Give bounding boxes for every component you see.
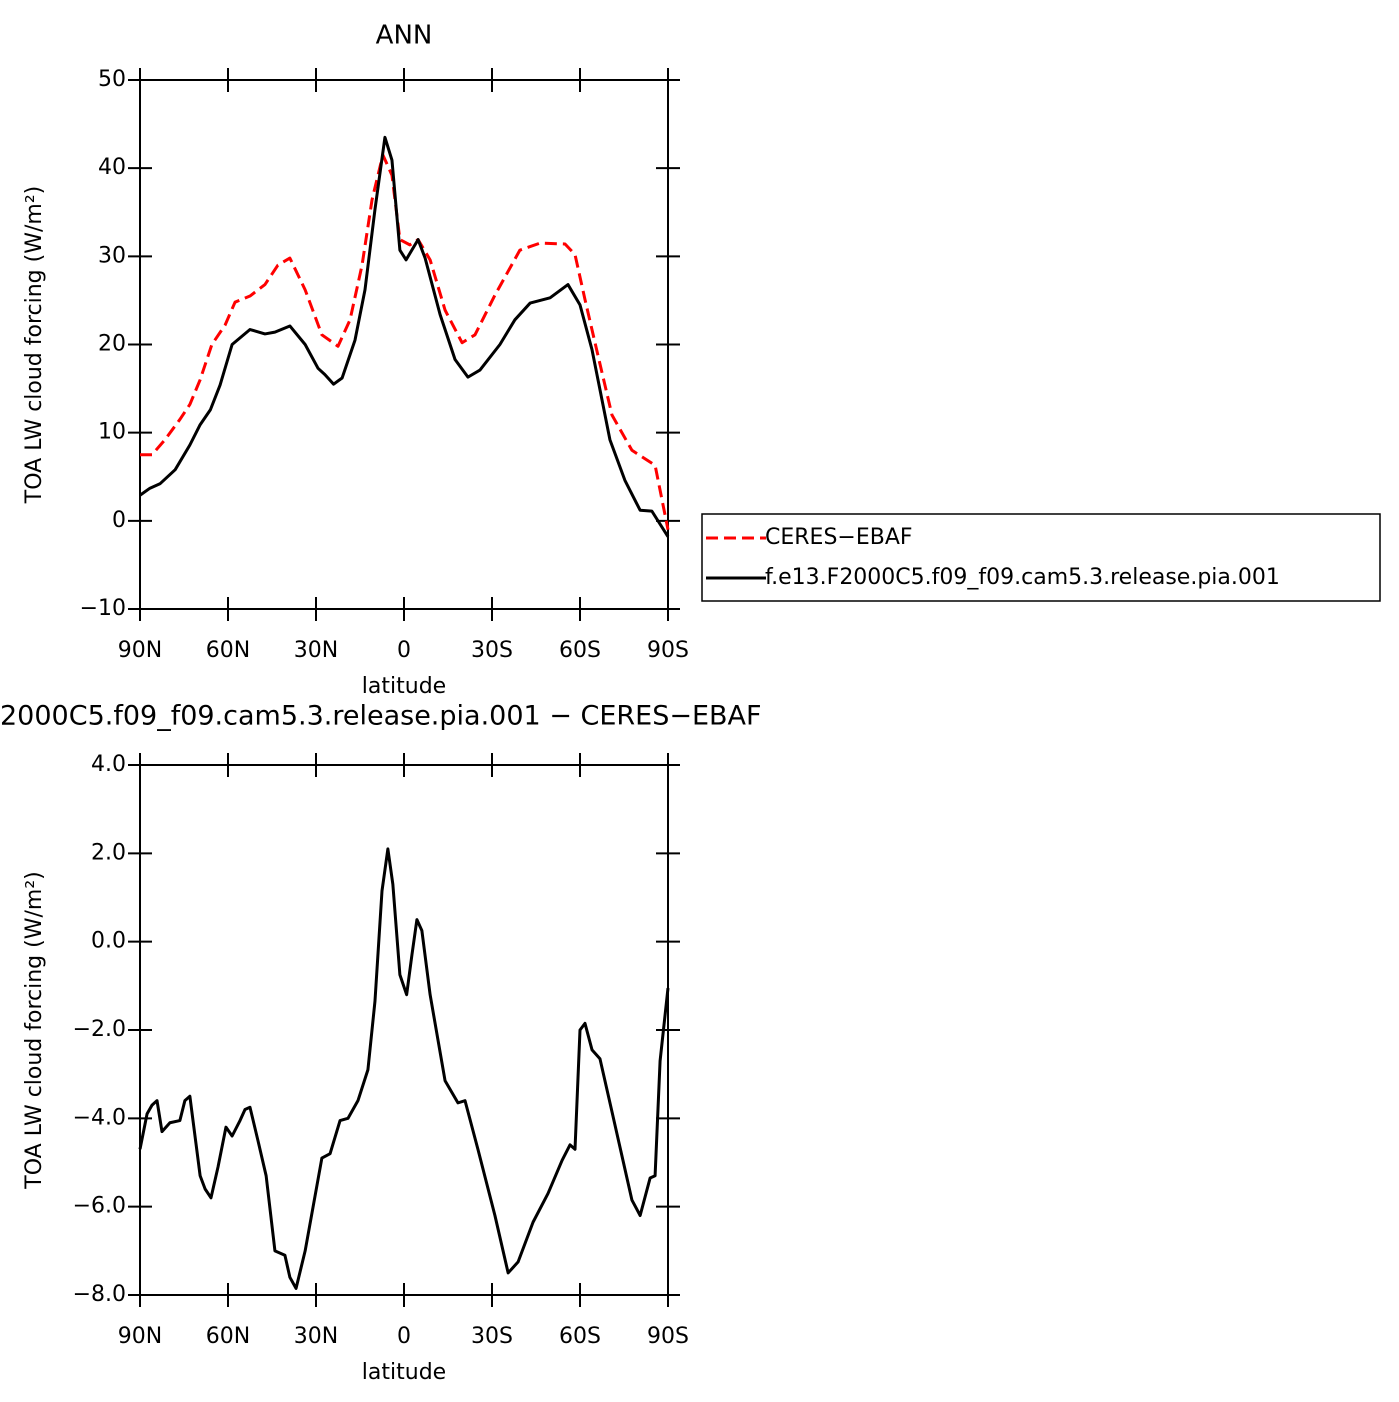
x-tick-label: 30S <box>471 1324 513 1349</box>
data-line <box>138 847 670 1290</box>
x-tick-label: 90N <box>118 1324 162 1349</box>
y-tick-label: −2.0 <box>73 1017 126 1042</box>
y-axis-label: TOA LW cloud forcing (W/m²) <box>22 871 47 1189</box>
legend-label: f.e13.F2000C5.f09_f09.cam5.3.release.pia… <box>765 565 1280 590</box>
y-tick-label: 20 <box>98 332 126 357</box>
y-tick-label: −6.0 <box>73 1194 126 1219</box>
x-tick-label: 90S <box>647 638 689 663</box>
y-tick-label: 0.0 <box>91 929 126 954</box>
x-tick-label: 90N <box>118 638 162 663</box>
x-tick-label: 60N <box>206 638 250 663</box>
legend-label: CERES−EBAF <box>765 525 913 550</box>
y-tick-label: 0 <box>112 508 126 533</box>
x-tick-label: 30N <box>294 638 338 663</box>
y-tick-label: 30 <box>98 243 126 268</box>
x-tick-label: 0 <box>397 1324 411 1349</box>
x-tick-label: 60S <box>559 638 601 663</box>
chart-title: ANN <box>376 21 433 51</box>
y-tick-label: 2.0 <box>91 840 126 865</box>
x-tick-label: 30S <box>471 638 513 663</box>
y-tick-label: −10 <box>80 596 126 621</box>
legend-box <box>701 513 1381 602</box>
data-line <box>139 135 670 538</box>
x-tick-label: 0 <box>397 638 411 663</box>
plot-frame <box>139 764 669 1296</box>
x-tick-label: 30N <box>294 1324 338 1349</box>
x-axis-label: latitude <box>362 674 446 699</box>
y-tick-label: 10 <box>98 420 126 445</box>
x-tick-label: 60N <box>206 1324 250 1349</box>
x-tick-label: 60S <box>559 1324 601 1349</box>
y-tick-label: 50 <box>98 67 126 92</box>
y-tick-label: 40 <box>98 155 126 180</box>
y-tick-label: 4.0 <box>91 752 126 777</box>
x-tick-label: 90S <box>647 1324 689 1349</box>
chart-title: 2000C5.f09_f09.cam5.3.release.pia.001 − … <box>0 701 762 732</box>
y-axis-label: TOA LW cloud forcing (W/m²) <box>22 186 47 504</box>
x-axis-label: latitude <box>362 1360 446 1385</box>
y-tick-label: −4.0 <box>73 1105 126 1130</box>
y-tick-label: −8.0 <box>73 1282 126 1307</box>
plot-frame <box>139 79 669 610</box>
